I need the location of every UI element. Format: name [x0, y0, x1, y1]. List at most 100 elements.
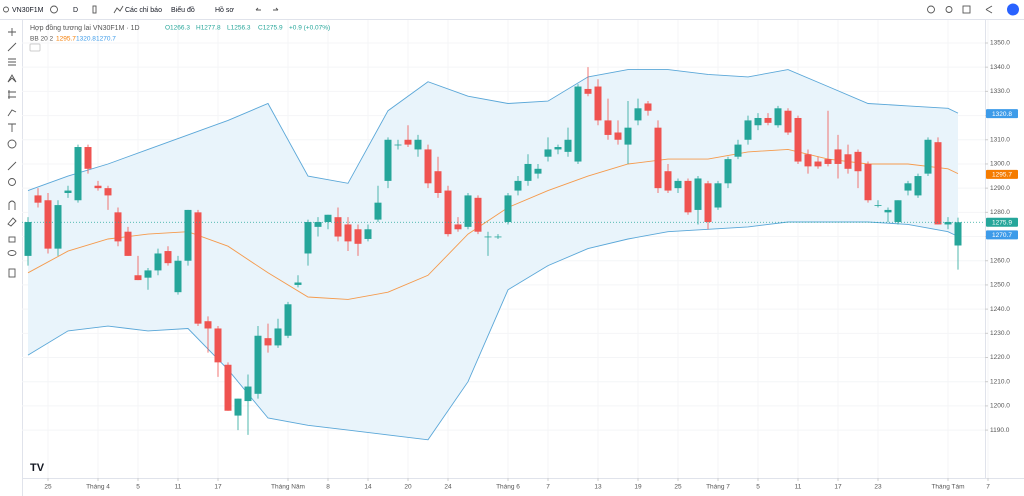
- x-tick-label: Tháng Tám: [931, 484, 964, 491]
- x-tick-label: 14: [364, 484, 372, 491]
- fib-tool[interactable]: [8, 58, 16, 66]
- candle-body: [204, 321, 212, 329]
- x-tick-label: 24: [444, 484, 452, 491]
- visibility-tool[interactable]: [7, 250, 17, 256]
- x-tick-label: 13: [594, 484, 602, 491]
- candle-body: [884, 209, 892, 213]
- logo[interactable]: [1007, 3, 1019, 16]
- symbol[interactable]: VN30F1M: [12, 7, 44, 14]
- candle-body: [84, 147, 92, 169]
- alert-icon[interactable]: [927, 5, 935, 14]
- ruler-tool[interactable]: [7, 161, 17, 171]
- candle-body: [454, 224, 462, 230]
- search-icon[interactable]: [3, 6, 9, 13]
- candle-body: [834, 149, 842, 164]
- lock-tool[interactable]: [8, 236, 16, 243]
- candle-body: [304, 222, 312, 254]
- candle-body: [524, 163, 532, 181]
- fullscreen-icon[interactable]: [962, 5, 971, 14]
- delete-tool[interactable]: [8, 268, 16, 278]
- line-tool[interactable]: [7, 42, 17, 52]
- candle-body: [314, 222, 322, 227]
- price-tag-label: 1320.8: [992, 111, 1012, 118]
- undo-icon[interactable]: [255, 7, 261, 11]
- candle-body: [354, 229, 362, 244]
- candle-body: [154, 253, 162, 271]
- candle-body: [764, 117, 772, 123]
- axes-layer: 1190.0 1200.0 1210.0 1220.0 1230.0 1240.0 1250…: [44, 40, 1018, 491]
- candle-body: [514, 180, 522, 191]
- candle-body: [664, 171, 672, 191]
- y-tick-label: 1210.0: [990, 378, 1010, 385]
- x-tick-label: Tháng 7: [706, 484, 730, 491]
- x-tick-label: 25: [44, 484, 52, 491]
- profile[interactable]: Hồ sơ: [215, 5, 234, 14]
- candle-body: [694, 178, 702, 210]
- y-tick-label: 1240.0: [990, 306, 1010, 313]
- redo-icon[interactable]: [273, 7, 279, 11]
- candle-body: [164, 251, 172, 264]
- candle-body: [404, 139, 412, 145]
- x-tick-label: 17: [214, 484, 222, 491]
- text-tool[interactable]: [8, 123, 16, 132]
- x-tick-label: 23: [874, 484, 882, 491]
- magnet-tool[interactable]: [8, 200, 16, 210]
- candle-body: [284, 304, 292, 336]
- legend-collapse[interactable]: [29, 43, 41, 52]
- candle-body: [394, 144, 402, 146]
- candle-body: [144, 270, 152, 278]
- candle-body: [544, 149, 552, 157]
- legend-change: +0.9 (+0.07%): [289, 25, 330, 32]
- settings-icon[interactable]: [945, 6, 953, 13]
- emoji-tool[interactable]: [7, 139, 17, 149]
- pattern-tool[interactable]: [7, 74, 17, 83]
- compare-icon[interactable]: [50, 5, 58, 14]
- candle-body: [184, 209, 192, 261]
- bb-lower-value: 1270.7: [96, 36, 116, 43]
- bar-style-icon[interactable]: [92, 5, 97, 14]
- x-tick-label: 17: [834, 484, 842, 491]
- y-tick-label: 1220.0: [990, 354, 1010, 361]
- candle-body: [344, 224, 352, 242]
- candle-body: [24, 222, 32, 256]
- y-tick-label: 1190.0: [990, 427, 1010, 434]
- candle-body: [564, 139, 572, 152]
- candle-body: [804, 154, 812, 167]
- candle-body: [244, 386, 252, 402]
- share-icon[interactable]: [985, 5, 993, 14]
- candle-body: [944, 222, 952, 225]
- candle-body: [474, 197, 482, 232]
- bb-label: BB 20 2: [30, 36, 54, 43]
- x-tick-label: 20: [404, 484, 412, 491]
- x-tick-label: 11: [175, 484, 182, 491]
- candle-body: [654, 127, 662, 189]
- price-tag: [986, 109, 1018, 119]
- candle-body: [444, 190, 452, 235]
- candle-body: [324, 214, 332, 223]
- zoom-tool[interactable]: [8, 178, 16, 186]
- draw-mode-tool[interactable]: [7, 217, 17, 227]
- candle-body: [114, 212, 122, 242]
- candle-body: [704, 183, 712, 223]
- y-tick-label: 1250.0: [990, 282, 1010, 289]
- candle-body: [954, 222, 962, 246]
- indicators[interactable]: Các chỉ báo: [125, 6, 162, 14]
- candle-body: [784, 110, 792, 133]
- candle-body: [414, 139, 422, 150]
- x-tick-label: 8: [326, 484, 330, 491]
- crosshair-tool[interactable]: [8, 28, 16, 36]
- candle-body: [594, 86, 602, 121]
- y-tick-label: 1300.0: [990, 161, 1010, 168]
- candle-body: [794, 117, 802, 162]
- chart-menu[interactable]: Biểu đồ: [171, 5, 195, 14]
- x-tick-label: Tháng 4: [86, 484, 110, 491]
- projection-tool[interactable]: [8, 90, 16, 99]
- y-tick-label: 1350.0: [990, 40, 1010, 47]
- brush-tool[interactable]: [7, 109, 17, 117]
- candle-body: [174, 260, 182, 293]
- candle-body: [54, 205, 62, 249]
- candle-body: [724, 159, 732, 184]
- candle-body: [864, 163, 872, 201]
- candle-body: [624, 127, 632, 145]
- interval[interactable]: D: [73, 7, 78, 14]
